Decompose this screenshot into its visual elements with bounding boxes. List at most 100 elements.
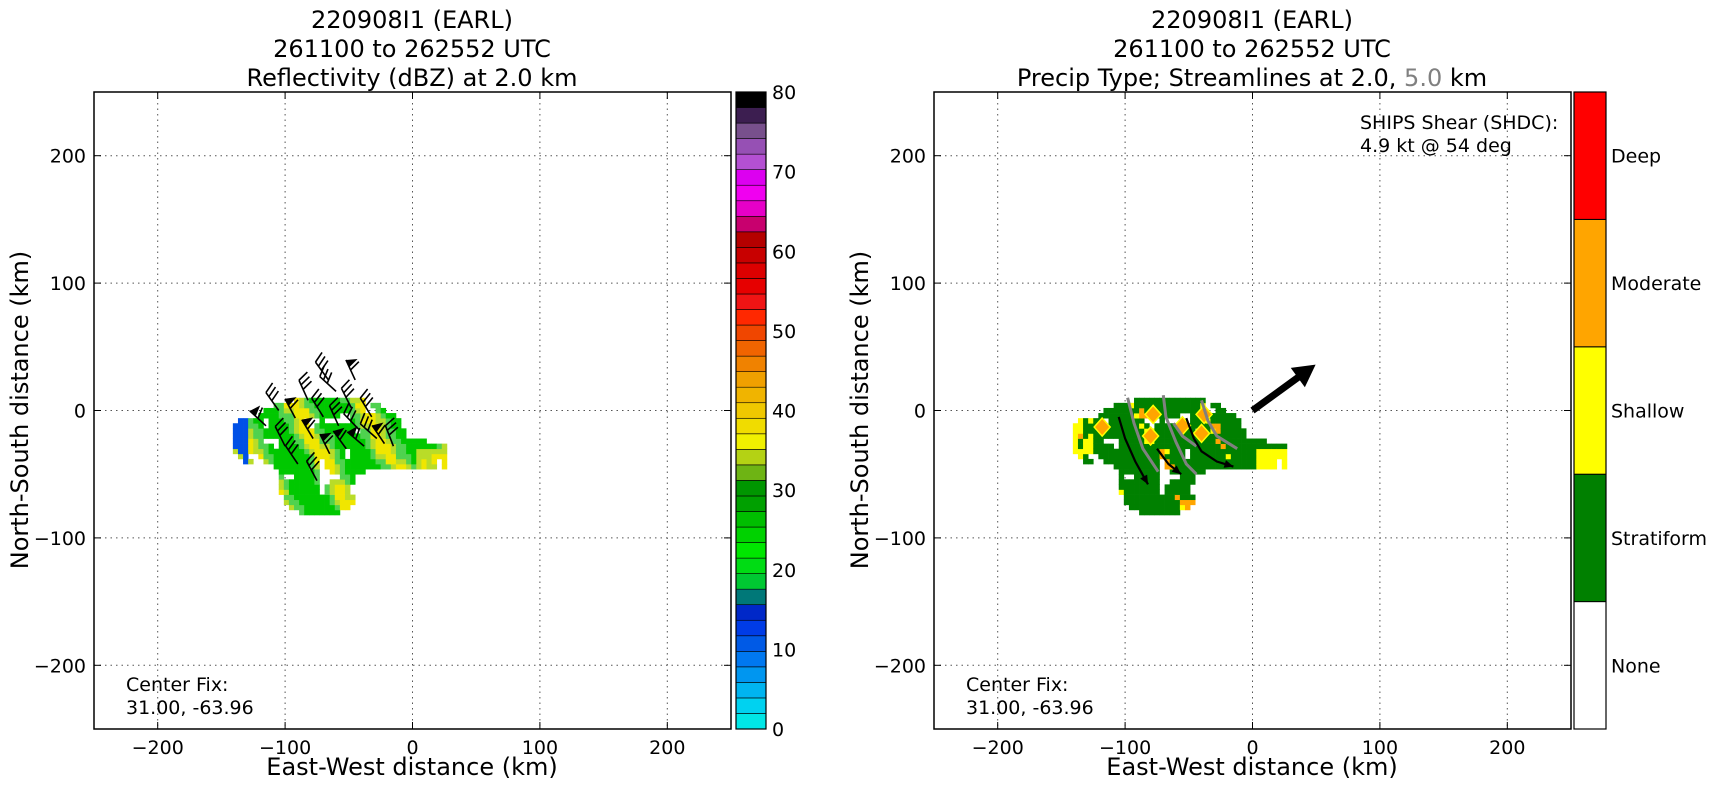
wind-barb	[301, 417, 316, 439]
echo-cell	[385, 458, 392, 465]
precip-cell	[1154, 423, 1160, 429]
precip-cell	[1123, 407, 1130, 414]
barb-feather	[343, 402, 350, 415]
precip-cell	[1139, 489, 1145, 495]
precip-cell	[1179, 464, 1186, 470]
barb-flag	[333, 427, 345, 438]
precip-cell	[1190, 423, 1196, 429]
barb-feather	[268, 386, 277, 398]
precip-cell	[1174, 464, 1181, 470]
x-tick-label: −200	[972, 737, 1024, 759]
echo-cell	[329, 438, 336, 444]
precip-cell	[1281, 464, 1288, 470]
precip-cell	[1134, 453, 1140, 460]
precip-cell	[1241, 438, 1247, 444]
echo-cell	[309, 448, 315, 455]
precip-cell	[1128, 423, 1135, 429]
precip-cell	[1190, 453, 1196, 460]
precip-cell	[1241, 448, 1247, 455]
precip-cell	[1235, 433, 1242, 439]
echo-cell	[380, 458, 387, 465]
echo-cell	[314, 504, 320, 511]
precip-cell	[1235, 448, 1242, 455]
colorbar-swatch	[735, 402, 767, 419]
echo-cell	[344, 464, 351, 470]
echo-cell	[283, 494, 290, 501]
barb-feather	[300, 376, 310, 386]
echo-cell	[375, 413, 381, 419]
precip-cell	[1215, 438, 1221, 444]
echo-cell	[294, 489, 300, 495]
colorbar-swatch	[735, 588, 767, 606]
echo-cell	[268, 423, 274, 429]
precip-cell	[1128, 479, 1135, 485]
precip-cell	[1139, 407, 1145, 414]
precip-cell	[1215, 423, 1221, 429]
barb-feather	[388, 426, 399, 436]
echo-cell	[243, 433, 249, 439]
echo-cell	[390, 438, 397, 444]
echo-cell	[431, 464, 438, 470]
precip-cell	[1144, 504, 1150, 511]
echo-cell	[395, 428, 402, 434]
streamline-5km	[1161, 395, 1198, 476]
echo-cell	[360, 418, 366, 424]
precip-cell	[1174, 448, 1181, 455]
precip-cell	[1184, 494, 1191, 501]
echo-cell	[314, 464, 320, 470]
echo-cell	[350, 494, 356, 501]
echo-cell	[258, 433, 264, 439]
echo-cell	[294, 474, 300, 480]
echo-cell	[334, 484, 341, 490]
precip-cell	[1149, 453, 1155, 460]
center-fix-label: Center Fix:	[966, 674, 1068, 696]
precip-cell	[1128, 438, 1135, 444]
precip-cell	[1118, 402, 1125, 409]
wind-barb	[274, 417, 289, 447]
echo-cell	[329, 489, 336, 495]
colorbar-category-label: Stratiform	[1611, 528, 1707, 550]
barb-feather	[316, 396, 325, 408]
precip-cell	[1159, 443, 1165, 450]
precip-cell	[1230, 413, 1237, 419]
echo-cell	[299, 438, 305, 444]
precip-cell	[1184, 443, 1191, 450]
precip-cell	[1215, 428, 1221, 434]
echo-cell	[243, 448, 249, 455]
precip-cell	[1195, 438, 1201, 444]
colorbar-swatch	[735, 417, 767, 435]
echo-cell	[324, 499, 331, 506]
echo-cell	[355, 418, 361, 424]
colorbar-swatch	[735, 666, 767, 683]
echo-cell	[309, 509, 315, 516]
precip-cell	[1098, 438, 1104, 444]
echo-cell	[350, 407, 356, 414]
echo-cell	[283, 402, 290, 409]
colorbar-swatch-none	[1573, 601, 1607, 730]
echo-cell	[385, 438, 392, 444]
wind-barb	[359, 388, 374, 418]
echo-cell	[283, 469, 290, 475]
barb-flag	[347, 426, 358, 438]
colorbar-tick-label: 80	[772, 82, 796, 104]
precip-cell	[1190, 448, 1196, 455]
precip-cell	[1210, 464, 1216, 470]
barb-feather	[384, 417, 395, 427]
echo-cell	[283, 479, 290, 485]
wind-barb	[345, 358, 360, 381]
precip-cell	[1123, 458, 1130, 465]
echo-cell	[324, 484, 331, 490]
echo-cell	[355, 433, 361, 439]
echo-cell	[243, 438, 249, 444]
precip-cell	[1128, 433, 1135, 439]
wind-barb	[346, 426, 365, 447]
echo-cell	[294, 407, 300, 414]
echo-cell	[309, 479, 315, 485]
streamline-arrowhead	[1171, 465, 1182, 475]
echo-cell	[253, 428, 259, 434]
streamline-5km	[1126, 397, 1160, 473]
echo-cell	[314, 423, 320, 429]
streamline-arrowhead	[1223, 460, 1234, 468]
echo-cell	[344, 479, 351, 485]
echo-cell	[294, 479, 300, 485]
